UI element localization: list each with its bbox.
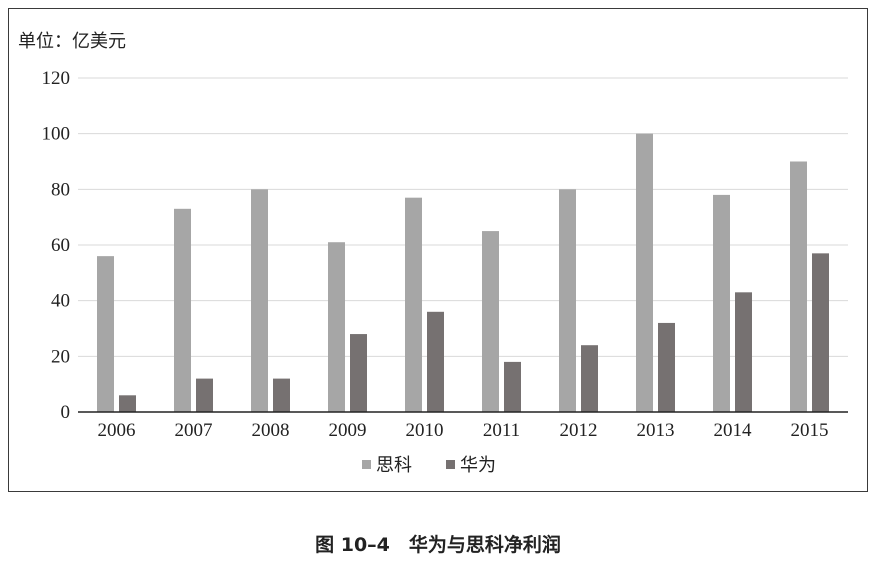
bar-cisco-2013 <box>636 133 653 412</box>
y-tick-labels: 0 20 40 60 80 100 120 <box>42 68 71 423</box>
bar-cisco-2010 <box>405 197 422 412</box>
bar-huawei-2012 <box>581 345 598 412</box>
y-tick-label: 60 <box>51 235 70 256</box>
bar-huawei-2006 <box>119 395 136 412</box>
y-tick-label: 100 <box>42 124 71 145</box>
legend-label: 华为 <box>460 455 496 476</box>
x-tick-label: 2011 <box>483 420 520 441</box>
legend-swatch <box>446 460 455 469</box>
x-tick-label: 2009 <box>329 420 367 441</box>
bar-huawei-2009 <box>350 334 367 412</box>
bar-cisco-2012 <box>559 189 576 412</box>
x-tick-label: 2014 <box>714 420 753 441</box>
x-tick-label: 2010 <box>406 420 444 441</box>
bar-huawei-2007 <box>196 378 213 412</box>
bar-huawei-2011 <box>504 361 521 412</box>
bar-cisco-2007 <box>174 208 191 412</box>
x-tick-label: 2015 <box>791 420 829 441</box>
bar-cisco-2006 <box>97 256 114 412</box>
y-tick-label: 40 <box>51 291 70 312</box>
x-tick-label: 2006 <box>98 420 136 441</box>
y-tick-label: 120 <box>42 68 71 89</box>
x-tick-label: 2012 <box>560 420 598 441</box>
x-tick-label: 2008 <box>252 420 290 441</box>
bar-cisco-2011 <box>482 231 499 412</box>
bar-cisco-2008 <box>251 189 268 412</box>
legend-swatch <box>362 460 371 469</box>
bars <box>97 133 829 412</box>
y-tick-label: 20 <box>51 346 70 367</box>
x-tick-label: 2013 <box>637 420 675 441</box>
gridlines <box>78 77 848 357</box>
y-tick-label: 80 <box>51 179 70 200</box>
x-tick-label: 2007 <box>175 420 213 441</box>
bar-cisco-2009 <box>328 242 345 412</box>
y-tick-label: 0 <box>61 402 71 423</box>
bar-huawei-2015 <box>812 253 829 412</box>
bar-cisco-2015 <box>790 161 807 412</box>
x-tick-labels: 2006 2007 2008 2009 2010 2011 2012 2013 2014 2015 <box>98 420 829 441</box>
bar-huawei-2013 <box>658 322 675 412</box>
legend: 思科 华为 <box>362 455 496 476</box>
bar-cisco-2014 <box>713 194 730 412</box>
bar-huawei-2014 <box>735 292 752 412</box>
legend-label: 思科 <box>376 455 412 476</box>
figure-caption: 图 10–4 华为与思科净利润 <box>315 533 561 556</box>
unit-label: 单位：亿美元 <box>18 31 126 52</box>
bar-huawei-2008 <box>273 378 290 412</box>
bar-huawei-2010 <box>427 311 444 412</box>
